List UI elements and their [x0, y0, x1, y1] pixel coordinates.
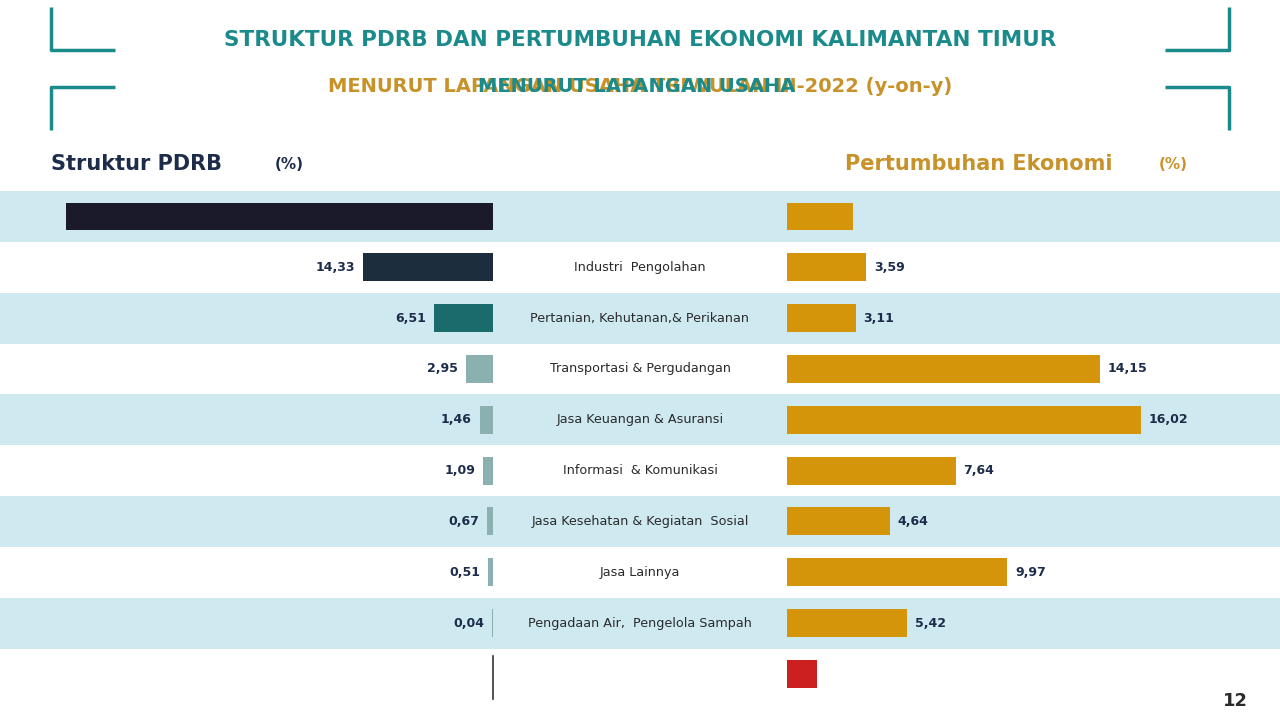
Text: 2,95: 2,95	[428, 363, 458, 376]
Bar	[0, 649, 1280, 699]
Text: Transportasi & Pergudangan: Transportasi & Pergudangan	[549, 363, 731, 376]
Text: MENURUT LAPANGAN USAHA: MENURUT LAPANGAN USAHA	[477, 77, 803, 96]
Text: (%): (%)	[1158, 156, 1188, 172]
Bar	[0, 394, 1280, 445]
Bar	[0, 343, 1280, 394]
Text: 14,33: 14,33	[315, 261, 355, 274]
Bar	[787, 558, 1007, 586]
Text: 6,51: 6,51	[396, 311, 426, 324]
Text: 12: 12	[1222, 692, 1248, 710]
Bar	[787, 304, 856, 332]
Text: 3,11: 3,11	[864, 311, 895, 324]
Bar	[787, 660, 817, 688]
Text: Jasa Kesehatan & Kegiatan  Sosial: Jasa Kesehatan & Kegiatan Sosial	[531, 515, 749, 528]
Text: 0,04: 0,04	[453, 616, 485, 629]
Text: Jasa Keuangan & Asuransi: Jasa Keuangan & Asuransi	[557, 413, 723, 426]
Bar	[0, 598, 1280, 649]
Bar	[466, 355, 493, 383]
Text: Industri  Pengolahan: Industri Pengolahan	[575, 261, 705, 274]
Text: Struktur PDRB: Struktur PDRB	[51, 154, 223, 174]
Bar	[787, 456, 956, 485]
Bar	[0, 293, 1280, 343]
Text: Pengadaan Air,  Pengelola Sampah: Pengadaan Air, Pengelola Sampah	[529, 616, 751, 629]
Bar	[480, 406, 493, 434]
Text: Jasa Lainnya: Jasa Lainnya	[600, 566, 680, 579]
Bar	[787, 253, 867, 281]
Bar	[787, 508, 890, 536]
Bar	[787, 406, 1140, 434]
Text: (%): (%)	[275, 156, 305, 172]
Text: Informasi  & Komunikasi: Informasi & Komunikasi	[563, 464, 717, 477]
Bar	[362, 253, 493, 281]
Text: 16,02: 16,02	[1148, 413, 1188, 426]
Text: 1,46: 1,46	[442, 413, 472, 426]
Text: 5,42: 5,42	[914, 616, 946, 629]
Bar	[0, 242, 1280, 293]
Bar	[787, 203, 854, 231]
Bar	[0, 496, 1280, 547]
Text: MENURUT LAPANGAN USAHA TRIWULAN III-2022 (y-on-y): MENURUT LAPANGAN USAHA TRIWULAN III-2022…	[328, 77, 952, 96]
Text: 4,64: 4,64	[897, 515, 928, 528]
Bar	[787, 609, 906, 637]
Bar	[65, 203, 493, 231]
Bar	[483, 456, 493, 485]
Bar	[0, 191, 1280, 242]
Bar	[486, 508, 493, 536]
Text: 0,67: 0,67	[448, 515, 479, 528]
Bar	[0, 547, 1280, 598]
Bar	[434, 304, 493, 332]
Bar	[787, 355, 1100, 383]
Text: Pertumbuhan Ekonomi: Pertumbuhan Ekonomi	[845, 154, 1112, 174]
Text: 14,15: 14,15	[1107, 363, 1147, 376]
Text: Pertanian, Kehutanan,& Perikanan: Pertanian, Kehutanan,& Perikanan	[530, 311, 750, 324]
Text: 3,59: 3,59	[874, 261, 905, 274]
Text: 0,51: 0,51	[449, 566, 480, 579]
Text: 1,09: 1,09	[444, 464, 475, 477]
Bar	[0, 445, 1280, 496]
Text: 9,97: 9,97	[1015, 566, 1046, 579]
Text: STRUKTUR PDRB DAN PERTUMBUHAN EKONOMI KALIMANTAN TIMUR: STRUKTUR PDRB DAN PERTUMBUHAN EKONOMI KA…	[224, 30, 1056, 50]
Bar	[488, 558, 493, 586]
Text: 7,64: 7,64	[964, 464, 995, 477]
